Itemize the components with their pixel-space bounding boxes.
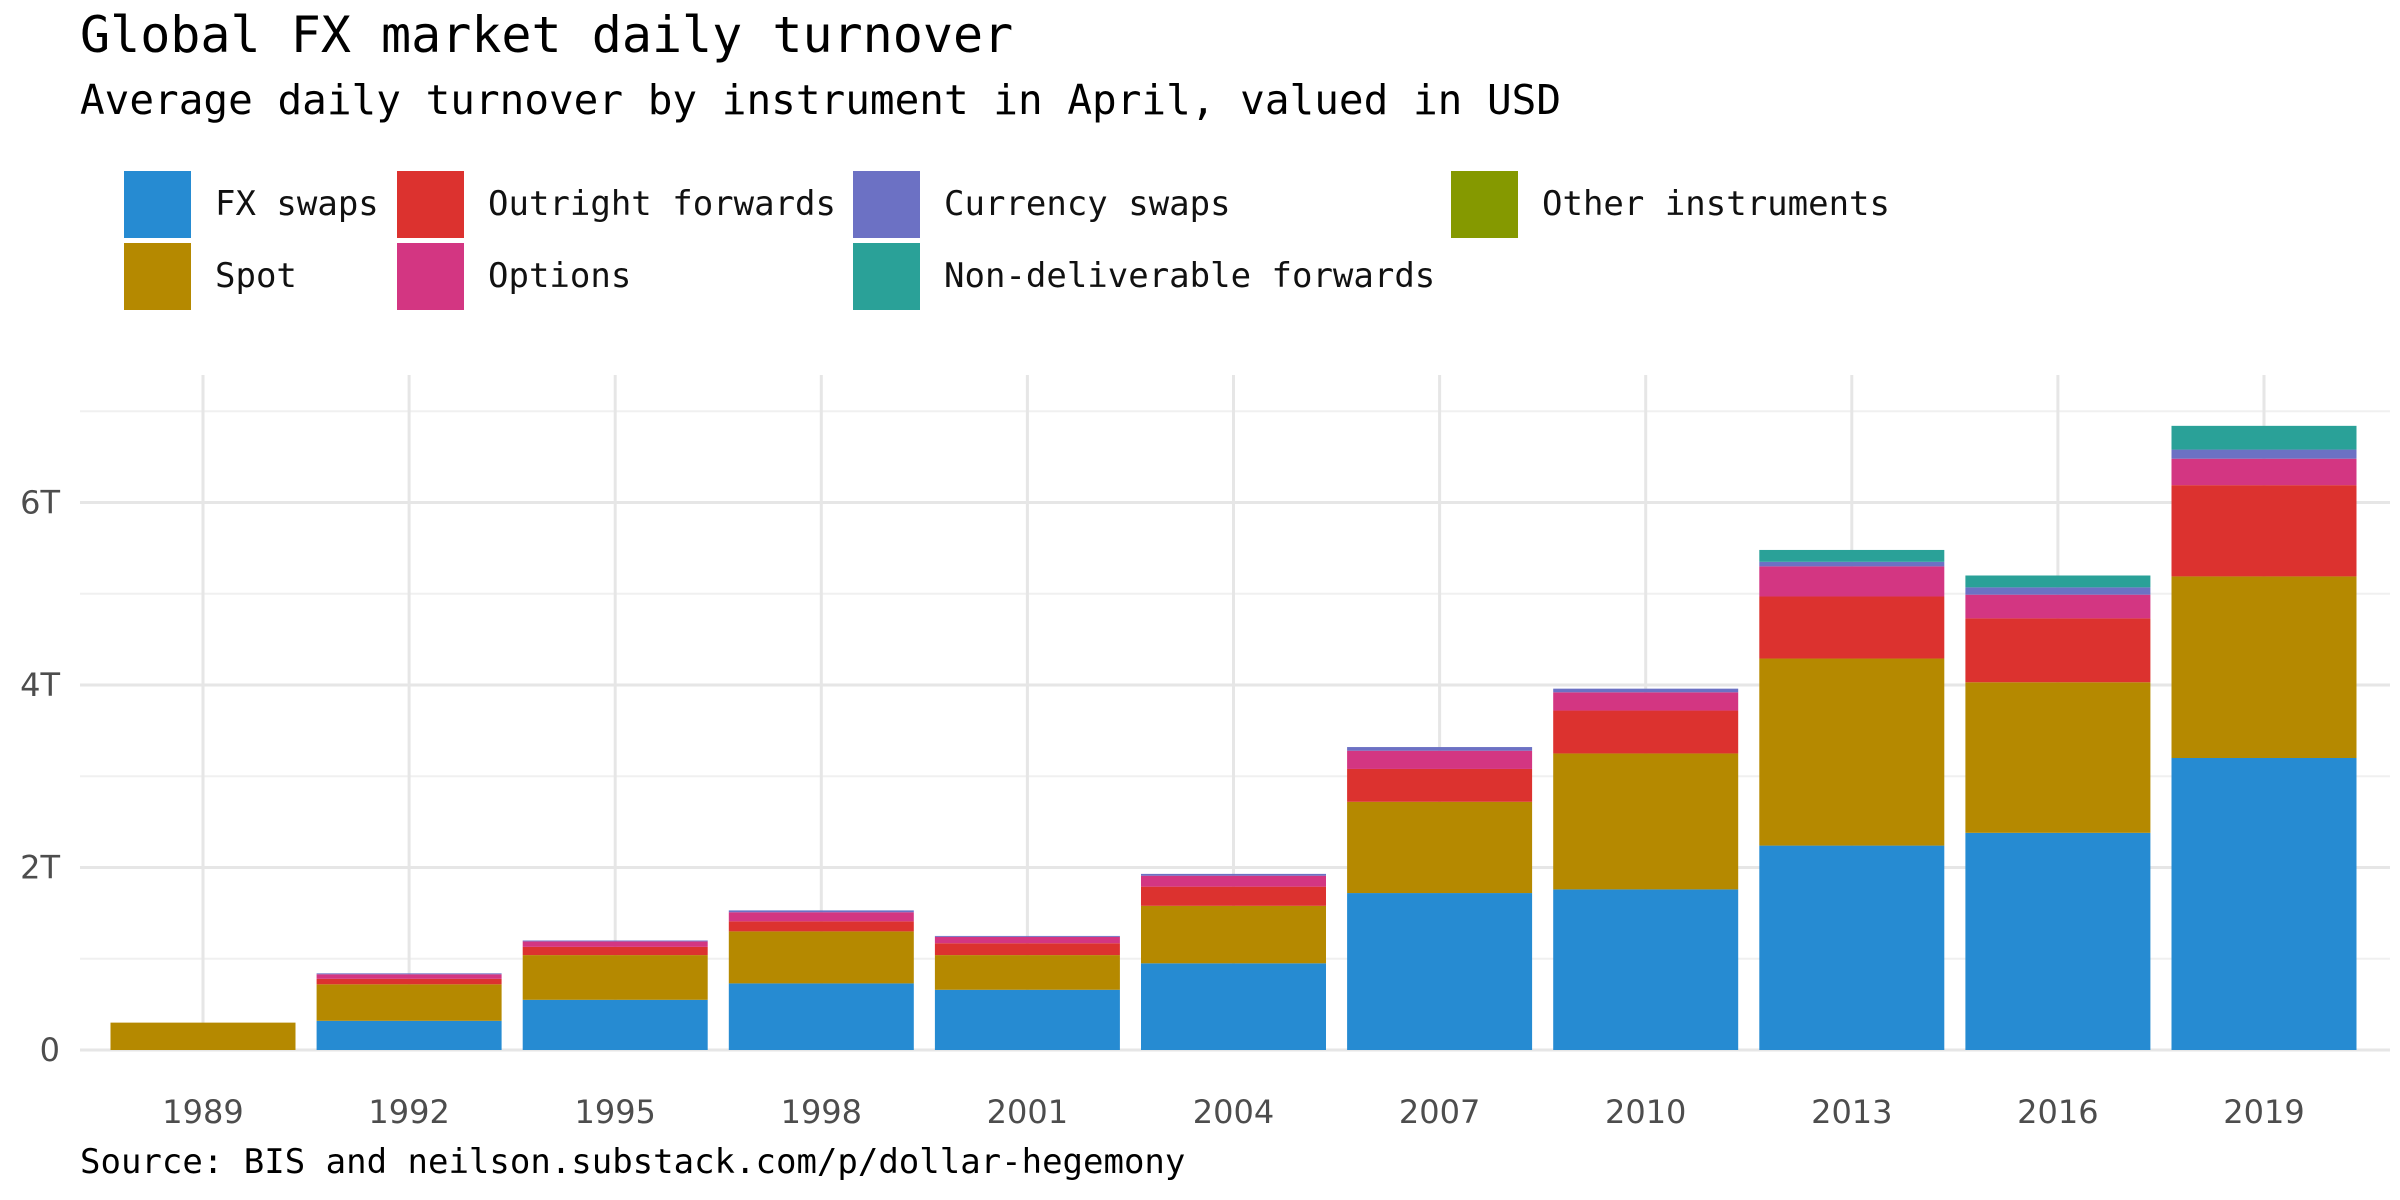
legend-swatch-outright-forwards bbox=[397, 170, 464, 238]
bar-segment-spot-2016 bbox=[1965, 682, 2151, 833]
bar-segment-non-deliverable-forwards-2013 bbox=[1759, 549, 1945, 562]
bar-segment-currency-swaps-1995 bbox=[522, 940, 708, 942]
bar-segment-fx-swaps-2016 bbox=[1965, 832, 2151, 1050]
y-tick-label: 0 bbox=[40, 1031, 60, 1069]
y-tick-label: 2T bbox=[20, 849, 60, 887]
x-tick-label: 2001 bbox=[987, 1093, 1068, 1131]
chart-subtitle: Average daily turnover by instrument in … bbox=[80, 76, 1562, 124]
y-tick-label: 4T bbox=[20, 666, 60, 704]
bar-segment-spot-1995 bbox=[522, 955, 708, 1000]
legend-item-options: Options bbox=[397, 242, 631, 310]
bar-segment-fx-swaps-1995 bbox=[522, 999, 708, 1050]
bar-segment-outright-forwards-2010 bbox=[1553, 710, 1739, 754]
bar-segment-outright-forwards-2001 bbox=[934, 943, 1120, 956]
bar-segment-currency-swaps-1992 bbox=[316, 973, 502, 975]
legend-swatch-options bbox=[397, 242, 464, 310]
bar-segment-fx-swaps-2019 bbox=[2171, 758, 2357, 1050]
legend-swatch-fx-swaps bbox=[124, 170, 191, 238]
legend-item-outright-forwards: Outright forwards bbox=[397, 170, 836, 238]
legend-item-fx-swaps: FX swaps bbox=[124, 170, 379, 238]
bar-segment-spot-2001 bbox=[934, 955, 1120, 990]
axis-tick-labels: 0 2T 4T 6T 1989 1992 1995 1998 2001 2004 2007 2010 2… bbox=[20, 484, 2305, 1132]
bar-segment-spot-2004 bbox=[1141, 905, 1326, 964]
legend-item-spot: Spot bbox=[124, 242, 297, 310]
bar-segment-currency-swaps-2004 bbox=[1141, 873, 1326, 876]
bar-segment-outright-forwards-1998 bbox=[728, 921, 914, 932]
bar-segment-outright-forwards-2007 bbox=[1347, 768, 1533, 802]
legend-swatch-non-deliverable-forwards bbox=[853, 242, 920, 310]
legend: FX swaps Spot Outright forwards Options … bbox=[124, 170, 1924, 310]
bar-segment-options-2007 bbox=[1347, 750, 1533, 769]
legend-swatch-currency-swaps bbox=[853, 170, 920, 238]
x-tick-label: 2019 bbox=[2223, 1093, 2304, 1131]
bar-segment-fx-swaps-2001 bbox=[934, 989, 1120, 1050]
x-tick-label: 2007 bbox=[1399, 1093, 1480, 1131]
chart-title: Global FX market daily turnover bbox=[80, 6, 1014, 64]
legend-label-spot: Spot bbox=[215, 256, 297, 296]
x-tick-label: 1992 bbox=[368, 1093, 449, 1131]
bar-segment-options-2019 bbox=[2171, 458, 2357, 486]
stacked-bars bbox=[110, 425, 2357, 1050]
bar-segment-fx-swaps-2010 bbox=[1553, 889, 1739, 1050]
bar-segment-options-2013 bbox=[1759, 566, 1945, 597]
source-caption: Source: BIS and neilson.substack.com/p/d… bbox=[80, 1142, 1186, 1182]
bar-segment-spot-1998 bbox=[728, 931, 914, 984]
x-tick-label: 1989 bbox=[162, 1093, 243, 1131]
legend-label-other-instruments: Other instruments bbox=[1542, 184, 1890, 224]
bar-segment-currency-swaps-2010 bbox=[1553, 688, 1739, 693]
legend-label-fx-swaps: FX swaps bbox=[215, 184, 379, 224]
bar-segment-spot-2019 bbox=[2171, 576, 2357, 758]
y-tick-label: 6T bbox=[20, 484, 60, 522]
legend-swatch-spot bbox=[124, 242, 191, 310]
bar-segment-currency-swaps-2016 bbox=[1965, 587, 2151, 595]
bar-segment-outright-forwards-2004 bbox=[1141, 886, 1326, 906]
bar-segment-options-1992 bbox=[316, 974, 502, 979]
bar-segment-currency-swaps-2001 bbox=[934, 935, 1120, 937]
legend-swatch-other-instruments bbox=[1451, 170, 1518, 238]
x-tick-label: 1995 bbox=[574, 1093, 655, 1131]
bar-segment-fx-swaps-1992 bbox=[316, 1020, 502, 1050]
legend-label-options: Options bbox=[488, 256, 632, 296]
legend-label-non-deliverable-forwards: Non-deliverable forwards bbox=[944, 256, 1436, 296]
bar-segment-fx-swaps-2007 bbox=[1347, 893, 1533, 1050]
bar-segment-spot-2013 bbox=[1759, 658, 1945, 846]
bar-segment-currency-swaps-2019 bbox=[2171, 449, 2357, 459]
legend-label-outright-forwards: Outright forwards bbox=[488, 184, 836, 224]
bar-segment-currency-swaps-2013 bbox=[1759, 561, 1945, 567]
x-tick-label: 2013 bbox=[1811, 1093, 1892, 1131]
bar-segment-options-1995 bbox=[522, 941, 708, 947]
bar-segment-options-2001 bbox=[934, 936, 1120, 944]
bar-segment-non-deliverable-forwards-2019 bbox=[2171, 425, 2357, 450]
bar-segment-options-2010 bbox=[1553, 692, 1739, 711]
bar-segment-spot-1989 bbox=[110, 1022, 296, 1050]
bar-segment-outright-forwards-1995 bbox=[522, 946, 708, 956]
bar-segment-currency-swaps-2007 bbox=[1347, 747, 1533, 751]
bar-segment-outright-forwards-2016 bbox=[1965, 618, 2151, 683]
x-tick-label: 2016 bbox=[2017, 1093, 2098, 1131]
x-tick-label: 1998 bbox=[781, 1093, 862, 1131]
bar-segment-options-1998 bbox=[728, 912, 914, 922]
bar-segment-spot-2010 bbox=[1553, 753, 1739, 890]
bar-segment-outright-forwards-1992 bbox=[316, 978, 502, 985]
bar-segment-spot-2007 bbox=[1347, 801, 1533, 894]
legend-item-non-deliverable-forwards: Non-deliverable forwards bbox=[853, 242, 1435, 310]
x-tick-label: 2004 bbox=[1193, 1093, 1274, 1131]
bar-segment-fx-swaps-1998 bbox=[728, 983, 914, 1050]
bar-segment-fx-swaps-2004 bbox=[1141, 963, 1326, 1050]
legend-item-other-instruments: Other instruments bbox=[1451, 170, 1890, 238]
bar-segment-outright-forwards-2013 bbox=[1759, 596, 1945, 659]
bar-segment-fx-swaps-2013 bbox=[1759, 845, 1945, 1050]
bar-segment-options-2004 bbox=[1141, 875, 1326, 887]
legend-item-currency-swaps: Currency swaps bbox=[853, 170, 1231, 238]
bar-segment-outright-forwards-2019 bbox=[2171, 485, 2357, 577]
bar-segment-options-2016 bbox=[1965, 594, 2151, 619]
x-tick-label: 2010 bbox=[1605, 1093, 1686, 1131]
bar-segment-currency-swaps-1998 bbox=[728, 910, 914, 913]
bar-segment-spot-1992 bbox=[316, 984, 502, 1021]
bar-segment-non-deliverable-forwards-2016 bbox=[1965, 575, 2151, 588]
legend-label-currency-swaps: Currency swaps bbox=[944, 184, 1231, 224]
